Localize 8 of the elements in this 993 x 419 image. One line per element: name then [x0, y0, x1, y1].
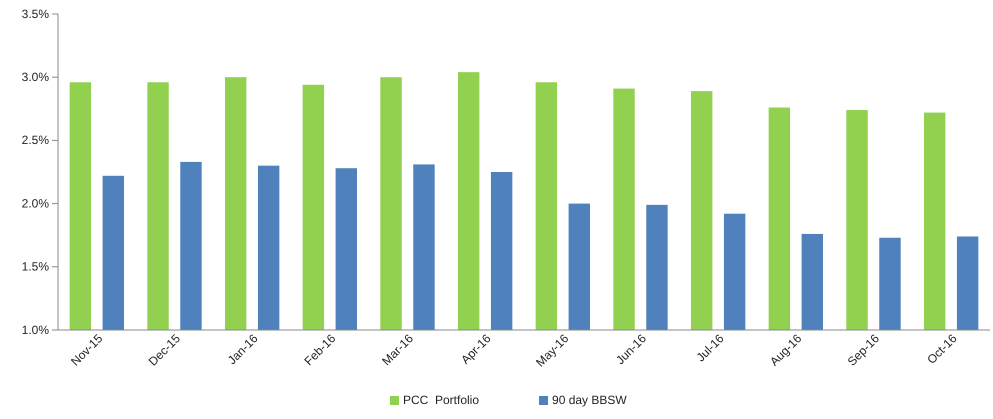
y-tick-label: 3.0% — [22, 70, 50, 84]
y-tick-label: 1.0% — [22, 322, 50, 337]
y-tick-label: 2.0% — [22, 196, 50, 210]
legend-label: PCC Portfolio — [403, 393, 480, 407]
legend-label: 90 day BBSW — [552, 393, 628, 407]
y-tick-label: 2.5% — [22, 133, 50, 148]
y-tick-label: 1.5% — [22, 260, 50, 274]
y-tick-label: 3.5% — [22, 6, 50, 21]
